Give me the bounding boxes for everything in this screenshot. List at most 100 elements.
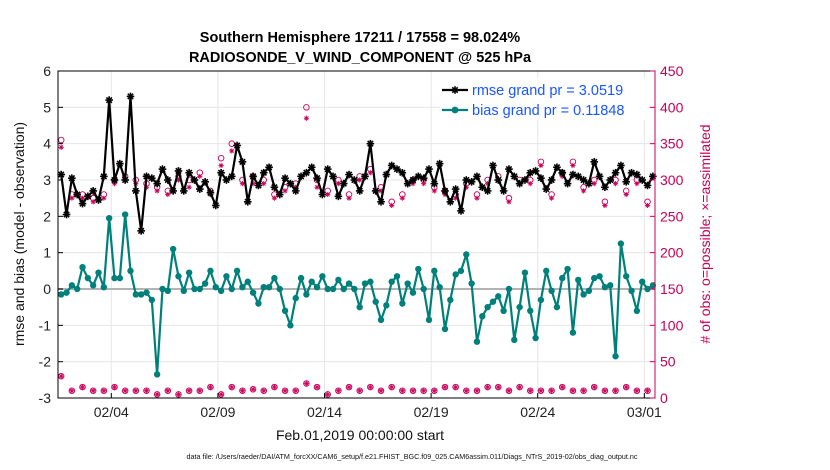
obs-low-assimilated-marker [538,388,544,394]
rmse-point [366,139,375,148]
bias-point [340,285,347,293]
rmse-point [606,176,615,184]
rmse-point [297,172,305,181]
obs-low-possible-marker [495,383,502,391]
rmse-point-stroke [175,167,182,175]
obs-low-assimilated-marker [495,384,501,390]
rmse-point-stroke [601,184,609,191]
rmse-point-stroke [143,173,150,180]
obs-assimilated-marker [229,148,235,154]
rmse-point-stroke [79,200,86,207]
rmse-point [649,172,657,181]
assimilated-marker-stroke [59,145,64,150]
rmse-point [126,92,135,101]
assimilated-marker-stroke [59,374,64,379]
obs-assimilated-marker [644,202,651,209]
obs-assimilated-marker [570,162,576,169]
y-left-tick-label: 2 [43,208,51,224]
bias-point [191,285,198,293]
rmse-point [430,179,439,188]
legend-rmse-marker-stroke [451,86,459,94]
obs-low-possible-marker [239,387,246,394]
bias-point [457,267,465,275]
rmse-point-stroke [303,169,310,176]
obs-assimilated-marker [90,199,96,205]
bias-point [297,274,305,282]
y-left-tick-label: 3 [43,172,51,188]
rmse-point [398,168,407,177]
bias-point [623,273,630,280]
bias-point [308,278,315,285]
bias-point [591,274,598,282]
assimilated-marker-stroke [549,196,554,201]
bias-point [393,273,401,280]
obs-low-possible-marker [452,383,459,391]
rmse-point [286,179,295,188]
rmse-point [334,192,343,201]
rmse-point [148,174,156,182]
obs-low-possible-marker [590,383,598,391]
rmse-point [302,168,311,177]
obs-low-possible-marker [367,383,374,391]
obs-low-possible-marker [260,387,268,394]
obs-assimilated-marker [580,188,587,194]
assimilated-marker-stroke [528,388,533,393]
rmse-point [281,174,289,182]
y-left-tick-label: 6 [43,63,51,79]
assimilated-marker-stroke [400,388,405,393]
obs-low-assimilated-marker [346,384,352,390]
rmse-point [57,170,65,179]
bias-point [612,353,619,360]
bias-point [580,291,587,298]
obs-low-possible-marker [537,387,545,394]
y-axis-right-ticks: 0 50 100 150 200 250 300 350 400 450 [650,63,684,406]
obs-low-possible-marker [132,387,140,394]
assimilated-marker-stroke [581,188,586,194]
obs-low-possible-marker [505,387,513,394]
bias-point [319,273,326,280]
rmse-point [243,198,252,206]
rmse-series-line [60,95,654,232]
rmse-point [329,172,337,181]
obs-low-possible-marker [463,387,470,394]
rmse-point-stroke [313,174,321,182]
assimilated-marker-stroke [368,384,373,390]
bias-point [532,334,539,342]
obs-low-assimilated-marker [559,384,565,390]
bias-point [63,289,70,296]
assimilated-marker-stroke [155,392,160,397]
assimilated-marker-stroke [389,384,394,390]
bias-point [313,283,321,291]
assimilated-marker-stroke [91,388,96,393]
bias-point [137,291,145,298]
assimilated-marker-stroke [634,181,640,186]
assimilated-marker-stroke [261,388,266,393]
bias-point [271,274,278,282]
rmse-point-stroke [580,176,587,184]
rmse-point-stroke [271,184,278,191]
assimilated-marker-stroke [250,387,256,392]
assimilated-marker-stroke [101,388,106,393]
obs-low-possible-marker [516,383,523,391]
rmse-point-stroke [196,185,204,193]
obs-low-possible-marker [473,387,481,394]
y-axis-left-ticks: -3 -2 -1 0 1 2 3 4 5 6 [39,63,63,406]
obs-low-assimilated-marker [367,384,373,390]
rmse-point-stroke [415,173,422,180]
rmse-point-stroke [292,187,299,195]
y-left-tick-label: 0 [43,281,51,297]
rmse-point-stroke [473,173,481,180]
assimilated-marker-stroke [357,177,362,183]
obs-low-possible-marker [164,387,172,394]
assimilated-marker-stroke [176,392,181,397]
rmse-point-stroke [564,180,571,187]
obs-low-assimilated-marker [410,388,416,394]
rmse-point [638,176,647,184]
assimilated-marker-stroke [357,388,362,393]
rmse-point-stroke [68,174,76,182]
obs-low-assimilated-marker [442,384,448,390]
rmse-point-stroke [335,193,342,200]
legend-background [440,78,648,120]
bias-point [228,285,235,293]
assimilated-marker-stroke [474,196,480,201]
